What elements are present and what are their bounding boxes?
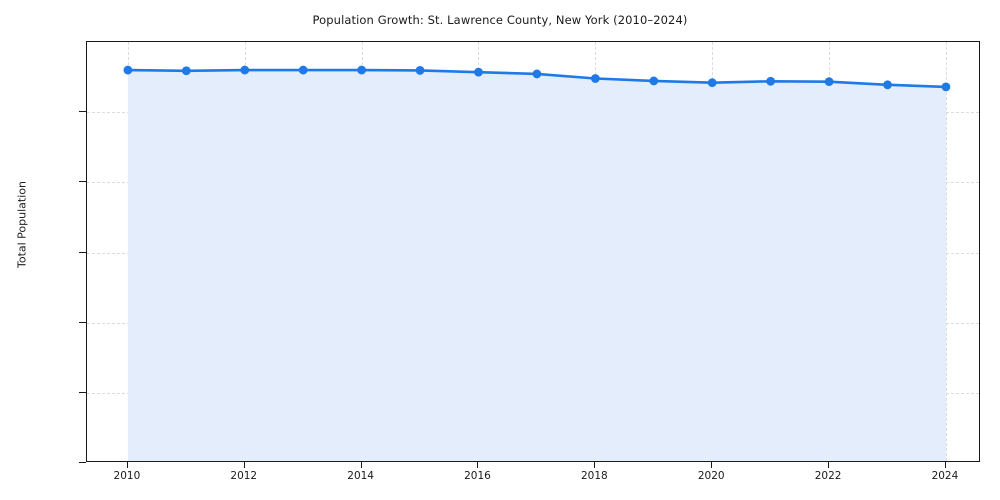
data-point-marker[interactable] (707, 78, 717, 88)
y-tick-mark (79, 251, 86, 253)
data-point-marker[interactable] (649, 76, 659, 86)
area-fill (127, 70, 946, 461)
data-point-marker[interactable] (941, 82, 951, 92)
x-tick-label: 2020 (697, 470, 725, 482)
data-point-marker[interactable] (532, 69, 542, 79)
data-point-marker[interactable] (766, 76, 776, 86)
x-tick-label: 2018 (580, 470, 608, 482)
data-point-marker[interactable] (181, 66, 191, 76)
data-point-marker[interactable] (474, 67, 483, 77)
x-tick-mark (243, 462, 245, 468)
gridline-vertical (945, 42, 947, 461)
data-point-marker[interactable] (123, 65, 133, 75)
y-tick-mark (79, 391, 86, 393)
y-tick-mark (79, 462, 86, 463)
y-tick-mark (79, 321, 86, 323)
x-tick-label: 2022 (814, 470, 842, 482)
data-point-marker[interactable] (590, 74, 600, 83)
x-tick-mark (828, 462, 830, 468)
x-tick-mark (594, 462, 596, 468)
data-point-marker[interactable] (824, 77, 834, 87)
x-tick-mark (711, 462, 713, 468)
y-tick-mark (79, 111, 86, 113)
x-tick-label: 2016 (464, 470, 491, 482)
y-axis-label: Total Population (15, 181, 29, 268)
y-tick-mark (79, 181, 86, 183)
data-point-marker[interactable] (240, 65, 250, 75)
x-tick-mark (126, 462, 128, 468)
x-tick-mark (944, 462, 946, 468)
x-tick-label: 2024 (931, 470, 959, 482)
x-tick-label: 2010 (113, 470, 141, 482)
line-series-total-population (123, 65, 951, 461)
plot-area (86, 41, 980, 462)
x-tick-mark (360, 462, 362, 468)
data-point-marker[interactable] (883, 80, 892, 90)
chart-title: Population Growth: St. Lawrence County, … (312, 13, 688, 27)
data-point-marker[interactable] (415, 66, 425, 75)
x-tick-mark (477, 462, 479, 468)
data-point-marker[interactable] (357, 65, 367, 75)
x-tick-label: 2014 (347, 470, 374, 482)
data-point-marker[interactable] (298, 65, 308, 75)
x-tick-label: 2012 (230, 470, 258, 482)
